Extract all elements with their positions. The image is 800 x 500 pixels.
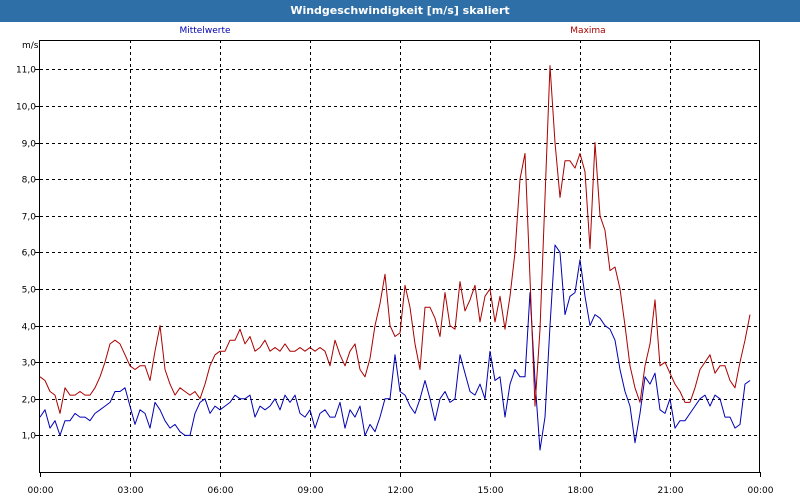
x-tick-time-label: 00:00 [748,486,774,496]
y-tick-label: 2,0 [22,396,37,406]
y-tick-label: 8,0 [22,176,37,186]
x-tick-time-label: 00:00 [28,486,54,496]
series-line-mittelwerte [39,244,751,451]
y-tick-label: 10,0 [16,103,36,113]
legend-maxima: Maxima [570,26,605,36]
x-tick-time-label: 03:00 [118,486,144,496]
legend-mittelwerte: Mittelwerte [179,26,230,36]
series-line-maxima [39,65,751,414]
y-tick-label: 5,0 [22,286,37,296]
x-tick-time-label: 21:00 [658,486,684,496]
y-tick-label: 1,0 [22,432,37,442]
y-tick-label: 6,0 [22,249,37,259]
series-lines [39,65,751,451]
x-tick-time-label: 12:00 [388,486,414,496]
x-tick-time-label: 15:00 [478,486,504,496]
x-axis-ticks: 00:0002.06.1703:0002.06.1706:0002.06.170… [28,472,774,496]
y-tick-label: 11,0 [16,66,36,76]
y-axis-unit-label: m/s [22,41,39,51]
y-tick-label: 4,0 [22,323,37,333]
plot-area [39,40,760,473]
grid-lines [40,40,760,472]
y-tick-label: 3,0 [22,359,37,369]
wind-speed-chart: 1,0 2,0 3,0 4,0 5,0 6,0 7,0 8,0 9,0 10,0 11,0 00:0… [16,26,774,496]
y-tick-label: 9,0 [22,140,37,150]
window-title: Windgeschwindigkeit [m/s] skaliert [0,0,800,22]
x-tick-time-label: 06:00 [208,486,234,496]
x-tick-time-label: 09:00 [298,486,324,496]
x-tick-time-label: 18:00 [568,486,594,496]
y-tick-label: 7,0 [22,213,37,223]
y-axis-ticks: 1,0 2,0 3,0 4,0 5,0 6,0 7,0 8,0 9,0 10,0 11,0 [16,66,40,442]
